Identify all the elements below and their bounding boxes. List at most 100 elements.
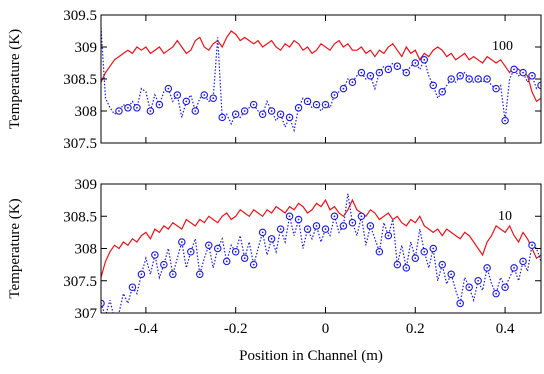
series-marker-dot xyxy=(486,78,489,80)
series-marker-dot xyxy=(131,286,134,289)
y-tick-label: 307.5 xyxy=(63,274,97,290)
series-marker-dot xyxy=(405,266,408,269)
series-marker-dot xyxy=(162,263,165,266)
dotted-series-line xyxy=(101,193,541,313)
bottom-panel: 307 307.5 308 308.5 309 -0.4 -0.2 0 0.2 0.4 Temper… xyxy=(7,177,542,364)
series-marker-dot xyxy=(140,273,143,276)
series-marker-dot xyxy=(522,71,524,74)
series-marker-dot xyxy=(468,78,471,80)
series-marker-dot xyxy=(279,113,282,116)
series-annotation: 100 xyxy=(492,39,513,54)
series-marker-dot xyxy=(450,78,453,80)
series-marker-dot xyxy=(279,228,282,231)
series-marker-dot xyxy=(306,228,309,231)
series-marker-dot xyxy=(459,74,462,77)
series-marker-dot xyxy=(432,84,435,87)
series-marker-dot xyxy=(360,71,363,74)
top-panel: 307.5 308 308.5 309 309.5 Temperature (K) 100 xyxy=(7,8,542,152)
series-marker-dot xyxy=(369,225,372,227)
series-marker-dot xyxy=(531,74,533,77)
series-marker-dot xyxy=(477,78,480,80)
series-marker-dot xyxy=(136,106,138,109)
series-marker-dot xyxy=(369,74,372,77)
series-marker-dot xyxy=(414,62,417,64)
series-marker-dot xyxy=(459,302,462,305)
series-marker-dot xyxy=(180,241,183,243)
series-marker-dot xyxy=(333,215,336,218)
y-tick-label: 309 xyxy=(75,177,98,193)
series-marker-dot xyxy=(153,254,156,256)
series-marker-dot xyxy=(396,263,399,266)
series-marker-dot xyxy=(176,94,179,96)
series-marker-dot xyxy=(315,103,318,106)
series-marker-dot xyxy=(441,263,444,266)
series-marker-dot xyxy=(207,244,210,247)
plot-area xyxy=(101,193,541,313)
series-marker-dot xyxy=(495,87,498,90)
y-tick-label: 308.5 xyxy=(63,72,97,88)
series-marker-dot xyxy=(212,97,215,100)
series-annotation: 10 xyxy=(498,209,512,224)
series-marker-dot xyxy=(189,250,192,253)
series-marker-dot xyxy=(118,110,120,112)
series-marker-dot xyxy=(198,273,201,276)
series-marker-dot xyxy=(477,279,480,282)
series-marker-dot xyxy=(342,87,345,90)
series-marker-dot xyxy=(288,116,291,119)
series-marker-dot xyxy=(270,237,273,240)
y-axis-label: Temperature (K) xyxy=(7,29,23,129)
series-marker-dot xyxy=(315,225,318,227)
series-marker-dot xyxy=(324,103,327,106)
x-tick-label: -0.4 xyxy=(134,321,158,337)
x-tick-label: 0 xyxy=(322,321,330,337)
series-marker-dot xyxy=(185,100,188,103)
x-axis-label: Position in Channel (m) xyxy=(239,348,383,364)
series-marker-dot xyxy=(333,94,336,96)
series-marker-dot xyxy=(306,100,309,103)
series-marker-dot xyxy=(387,234,390,237)
series-marker-dot xyxy=(297,106,300,109)
series-marker-dot xyxy=(351,81,354,84)
series-marker-dot xyxy=(252,263,255,266)
series-marker-dot xyxy=(504,119,506,122)
series-marker-dot xyxy=(288,215,291,218)
series-marker-dot xyxy=(504,286,506,289)
solid-series-line xyxy=(101,198,541,278)
y-tick-label: 308 xyxy=(75,104,98,120)
series-marker-dot xyxy=(396,65,399,68)
series-marker-dot xyxy=(297,218,300,221)
series-marker-dot xyxy=(468,286,471,289)
series-marker-dot xyxy=(513,266,515,269)
series-marker-dot xyxy=(495,292,498,295)
solid-series-line xyxy=(101,30,541,103)
series-marker-dot xyxy=(171,273,174,276)
series-marker-dot xyxy=(158,103,161,106)
y-tick-label: 307.5 xyxy=(63,136,97,152)
series-marker-dot xyxy=(243,257,246,260)
y-tick-label: 308.5 xyxy=(63,209,97,225)
series-marker-dot xyxy=(387,68,390,71)
plot-area xyxy=(101,27,541,133)
series-marker-dot xyxy=(423,250,426,253)
series-marker-dot xyxy=(261,231,264,234)
series-marker-dot xyxy=(203,94,206,96)
series-marker-dot xyxy=(221,116,224,119)
y-tick-label: 309.5 xyxy=(63,8,97,24)
y-tick-label: 309 xyxy=(75,40,98,56)
x-tick-label: -0.2 xyxy=(224,321,248,337)
y-axis-label: Temperature (K) xyxy=(7,198,23,298)
series-marker-dot xyxy=(531,244,533,247)
series-marker-dot xyxy=(522,260,524,263)
series-marker-dot xyxy=(486,266,489,269)
series-marker-dot xyxy=(432,247,435,250)
y-tick-label: 308 xyxy=(75,242,98,258)
series-marker-dot xyxy=(513,68,515,71)
series-marker-dot xyxy=(450,273,453,276)
series-marker-dot xyxy=(405,71,408,74)
series-marker-dot xyxy=(252,103,255,106)
series-marker-dot xyxy=(149,110,152,112)
series-marker-dot xyxy=(441,90,444,93)
x-tick-label: 0.4 xyxy=(496,321,515,337)
series-marker-dot xyxy=(342,225,345,227)
